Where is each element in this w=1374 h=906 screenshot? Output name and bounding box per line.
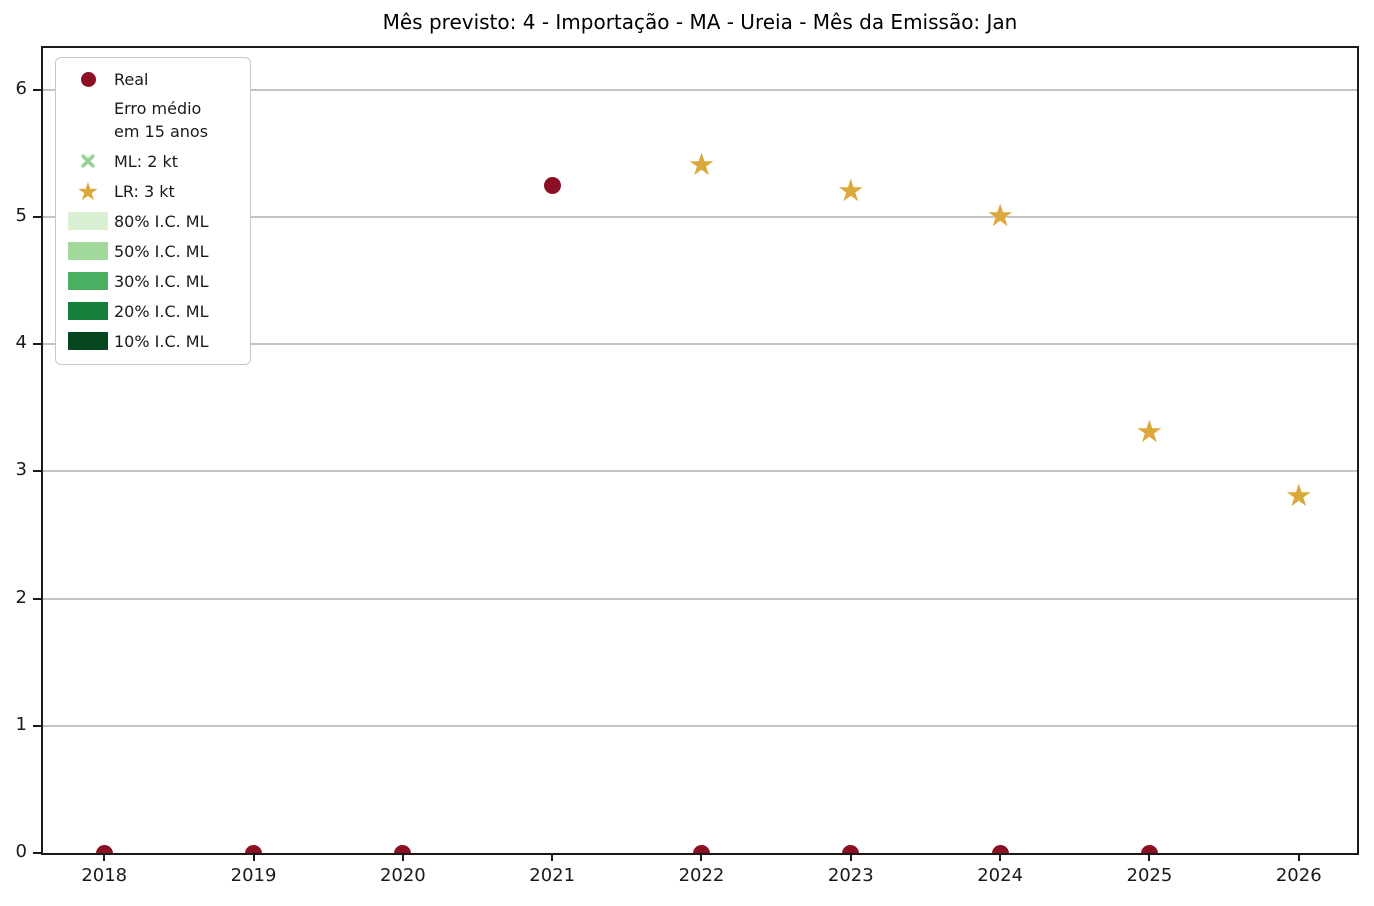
- ic-30-swatch: [62, 272, 114, 290]
- x-tick: [999, 853, 1002, 861]
- y-tick: [33, 852, 41, 854]
- grid-line: [43, 724, 1357, 727]
- x-tick: [700, 853, 703, 861]
- legend-item-ic-10: 10% I.C. ML: [62, 326, 244, 356]
- grid-line: [43, 597, 1357, 600]
- y-tick-label: 6: [15, 77, 27, 99]
- x-tick-label: 2025: [1126, 865, 1173, 886]
- data-point-real: [543, 176, 561, 194]
- grid-line: [43, 470, 1357, 473]
- legend-item-ic-50: 50% I.C. ML: [62, 236, 244, 266]
- x-tick: [252, 853, 255, 861]
- x-tick-label: 2018: [81, 865, 128, 886]
- x-tick: [849, 853, 852, 861]
- lr-star-icon: ★: [76, 176, 100, 206]
- y-tick-label: 4: [15, 332, 27, 354]
- ic-10-swatch: [62, 332, 114, 350]
- ml-x-icon: [62, 154, 114, 168]
- legend-label-ic-20: 20% I.C. ML: [114, 301, 209, 321]
- x-tick-label: 2024: [977, 865, 1024, 886]
- plot-area: ★ ★ ★ ★ ★ Real Erro médio em 15 anos: [16, 46, 1359, 886]
- data-point-lr-3-kt: ★: [1284, 477, 1313, 514]
- legend: Real Erro médio em 15 anos ML: 2 kt: [55, 57, 251, 365]
- x-tick: [103, 853, 106, 861]
- y-tick: [33, 724, 41, 727]
- y-tick: [33, 470, 41, 473]
- data-point-lr-3-kt: ★: [1135, 414, 1164, 451]
- y-tick: [33, 88, 41, 91]
- data-point-lr-3-kt: ★: [986, 198, 1015, 235]
- x-tick-label: 2023: [827, 865, 874, 886]
- data-point-lr-3-kt: ★: [687, 147, 716, 184]
- y-tick: [33, 597, 41, 600]
- legend-label-real: Real: [114, 69, 149, 89]
- x-tick: [551, 853, 554, 861]
- data-point-real: [692, 844, 710, 853]
- legend-item-ic-80: 80% I.C. ML: [62, 206, 244, 236]
- data-point-real: [1140, 844, 1158, 853]
- x-tick-label: 2022: [678, 865, 725, 886]
- plot-area-inner: ★ ★ ★ ★ ★: [43, 48, 1357, 853]
- data-point-lr-3-kt: ★: [836, 172, 865, 209]
- grid-line: [43, 88, 1357, 91]
- legend-item-erro-medio: Erro médio em 15 anos: [62, 94, 244, 146]
- legend-item-ic-30: 30% I.C. ML: [62, 266, 244, 296]
- data-point-real: [991, 844, 1009, 853]
- x-tick-label: 2021: [529, 865, 576, 886]
- x-tick: [1297, 853, 1300, 861]
- ic-20-swatch: [62, 302, 114, 320]
- legend-item-lr: ★ LR: 3 kt: [62, 176, 244, 206]
- legend-label-lr: LR: 3 kt: [114, 181, 175, 201]
- real-circle-icon: [62, 71, 114, 87]
- y-tick-label: 5: [15, 205, 27, 227]
- legend-item-real: Real: [62, 64, 244, 94]
- x-tick-label: 2019: [230, 865, 277, 886]
- y-tick-label: 3: [15, 459, 27, 481]
- x-tick-label: 2020: [379, 865, 426, 886]
- legend-label-ic-10: 10% I.C. ML: [114, 331, 209, 351]
- legend-item-ml: ML: 2 kt: [62, 146, 244, 176]
- legend-label-ic-50: 50% I.C. ML: [114, 241, 209, 261]
- data-point-real: [842, 844, 860, 853]
- legend-label-ml: ML: 2 kt: [114, 151, 178, 171]
- y-tick: [33, 343, 41, 346]
- grid-line: [43, 343, 1357, 346]
- data-point-real: [394, 844, 412, 853]
- y-tick-label: 0: [15, 841, 27, 862]
- grid-line: [43, 216, 1357, 219]
- legend-label-erro-medio: Erro médio em 15 anos: [114, 99, 209, 141]
- y-tick: [33, 216, 41, 219]
- ic-80-swatch: [62, 212, 114, 230]
- y-tick-label: 1: [15, 713, 27, 735]
- data-point-real: [245, 844, 263, 853]
- x-tick-label: 2026: [1275, 865, 1322, 886]
- ic-50-swatch: [62, 242, 114, 260]
- data-point-real: [95, 844, 113, 853]
- legend-item-ic-20: 20% I.C. ML: [62, 296, 244, 326]
- x-tick: [1148, 853, 1151, 861]
- legend-label-ic-80: 80% I.C. ML: [114, 211, 209, 231]
- chart-title: Mês previsto: 4 - Importação - MA - Urei…: [382, 10, 1018, 34]
- y-tick-label: 2: [15, 586, 27, 608]
- legend-label-ic-30: 30% I.C. ML: [114, 271, 209, 291]
- x-tick: [401, 853, 404, 861]
